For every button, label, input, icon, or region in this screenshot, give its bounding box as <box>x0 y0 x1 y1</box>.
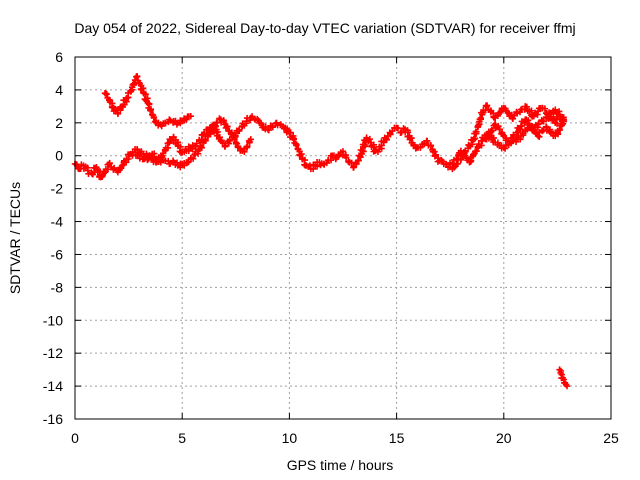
data-point <box>407 135 414 142</box>
data-point <box>151 118 159 125</box>
data-point <box>540 118 547 125</box>
series-early-loop <box>101 73 194 130</box>
data-point <box>127 87 135 95</box>
data-point <box>483 136 490 143</box>
data-point <box>189 155 197 162</box>
x-tick-label: 15 <box>389 430 405 446</box>
plot-frame <box>74 56 612 420</box>
y-tick-label: 4 <box>55 82 63 98</box>
data-point <box>432 151 440 158</box>
data-point <box>158 153 165 161</box>
data-point <box>472 128 480 135</box>
data-point <box>345 158 352 165</box>
data-point <box>535 120 542 127</box>
data-point <box>473 147 480 155</box>
data-point <box>498 130 505 138</box>
data-point <box>269 124 276 131</box>
data-point <box>244 143 251 150</box>
y-axis-title: SDTVAR / TECUs <box>7 182 23 294</box>
data-point <box>247 136 255 143</box>
data-point <box>501 145 509 152</box>
data-point <box>342 154 350 161</box>
x-tick-label: 10 <box>282 430 298 446</box>
data-point <box>462 148 469 155</box>
y-tick-label: -8 <box>51 279 64 295</box>
data-point <box>197 143 205 150</box>
data-point <box>409 139 416 147</box>
data-point <box>357 153 364 161</box>
data-point <box>98 173 106 181</box>
data-point <box>253 115 261 123</box>
y-tick-label: 6 <box>55 49 63 65</box>
data-point <box>387 131 394 138</box>
x-tick-label: 0 <box>71 430 79 446</box>
data-point <box>142 91 149 98</box>
data-point <box>223 123 231 130</box>
data-point <box>133 73 141 80</box>
data-point <box>421 140 428 148</box>
data-point <box>509 115 517 123</box>
data-point <box>114 110 122 118</box>
series-middle-overlap <box>131 122 255 166</box>
data-points <box>71 73 571 390</box>
data-point <box>202 137 209 144</box>
x-tick-label: 20 <box>496 430 512 446</box>
data-point <box>427 142 434 149</box>
data-point <box>184 159 191 166</box>
grid-lines <box>75 57 611 419</box>
data-point <box>563 382 571 390</box>
y-tick-label: -6 <box>51 246 64 262</box>
y-tick-label: -2 <box>51 181 64 197</box>
data-point <box>265 126 272 134</box>
x-tick-label: 5 <box>178 430 186 446</box>
data-point <box>293 141 300 148</box>
data-point <box>130 81 138 89</box>
data-point <box>257 119 265 127</box>
data-point <box>133 146 141 153</box>
data-point <box>557 122 564 129</box>
x-tick-label: 25 <box>603 430 619 446</box>
y-tick-label: -14 <box>43 378 63 394</box>
series-main-track <box>71 106 568 181</box>
data-point <box>423 137 431 145</box>
data-point <box>150 114 158 122</box>
y-tick-label: -4 <box>51 214 64 230</box>
data-point <box>147 106 154 114</box>
data-point <box>366 135 374 143</box>
data-point <box>475 122 482 129</box>
data-point <box>353 160 360 168</box>
series-upper-loops <box>449 102 568 173</box>
data-point <box>477 116 484 123</box>
data-point <box>102 90 110 97</box>
y-tick-label: -16 <box>43 411 63 427</box>
data-point <box>541 105 549 112</box>
y-tick-label: -12 <box>43 345 63 361</box>
data-point <box>232 139 240 146</box>
data-point <box>457 156 465 163</box>
data-point <box>166 116 173 123</box>
y-tick-label: 2 <box>55 115 63 131</box>
data-point <box>559 114 567 121</box>
data-point <box>483 102 491 109</box>
y-tick-label: 0 <box>55 148 63 164</box>
data-point <box>192 143 199 150</box>
data-point <box>236 127 243 134</box>
data-point <box>394 125 402 132</box>
axis-ticks: 0 5 10 15 20 25 -16 -14 -12 -10 -8 -6 -4 -2 0 2 4 6 <box>43 49 619 446</box>
data-point <box>187 113 194 120</box>
series-outlier-segment <box>556 366 571 390</box>
data-point <box>542 123 550 130</box>
data-point <box>106 159 113 167</box>
data-point <box>490 122 497 129</box>
y-tick-label: -10 <box>43 312 63 328</box>
data-point <box>246 139 253 146</box>
x-axis-title: GPS time / hours <box>287 457 394 473</box>
chart-title: Day 054 of 2022, Sidereal Day-to-day VTE… <box>74 20 575 36</box>
